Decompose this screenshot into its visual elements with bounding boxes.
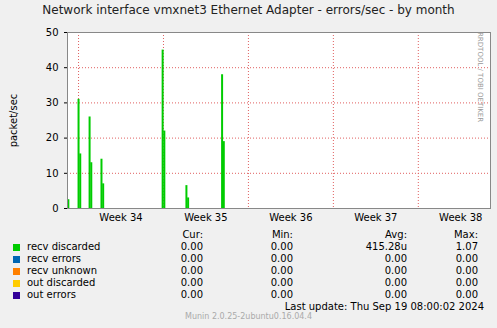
svg-text:50: 50 bbox=[46, 27, 59, 38]
html-text:0.00: 0.00 bbox=[270, 265, 293, 276]
html-text:Munin 2.0.25-2ubuntu0.16.04.4: Munin 2.0.25-2ubuntu0.16.04.4 bbox=[185, 312, 312, 321]
html-text:0.00: 0.00 bbox=[270, 277, 293, 288]
svg-text:0: 0 bbox=[52, 203, 58, 214]
html-text:0.00: 0.00 bbox=[180, 277, 203, 288]
html-text:0.00: 0.00 bbox=[455, 289, 478, 300]
html-text:0.00: 0.00 bbox=[180, 289, 203, 300]
svg-text:Week 35: Week 35 bbox=[184, 212, 227, 223]
svg-text:10: 10 bbox=[46, 168, 59, 179]
html-text:0.00: 0.00 bbox=[384, 253, 407, 264]
html-text:RRDTOOL / TOBI OETIKER: RRDTOOL / TOBI OETIKER bbox=[476, 32, 484, 123]
svg-text:Week 34: Week 34 bbox=[99, 212, 142, 223]
html-text:0.00: 0.00 bbox=[455, 277, 478, 288]
html-text:0.00: 0.00 bbox=[180, 265, 203, 276]
html-text:recv discarded: recv discarded bbox=[27, 241, 101, 252]
svg-text:Week 37: Week 37 bbox=[354, 212, 397, 223]
svg-text:packet/sec: packet/sec bbox=[8, 94, 19, 148]
html-text:Network interface vmxnet3 Ethe: Network interface vmxnet3 Ethernet Adapt… bbox=[42, 3, 455, 17]
html-text:Last update: Thu Sep 19 08:00:: Last update: Thu Sep 19 08:00:02 2024 bbox=[284, 301, 484, 312]
html-text:out discarded: out discarded bbox=[27, 277, 96, 288]
svg-text:20: 20 bbox=[46, 132, 59, 143]
html-text:0.00: 0.00 bbox=[455, 265, 478, 276]
html-text:0.00: 0.00 bbox=[270, 241, 293, 252]
html-text:0.00: 0.00 bbox=[270, 289, 293, 300]
html-text:Avg:: Avg: bbox=[385, 229, 407, 240]
html-text:0.00: 0.00 bbox=[455, 253, 478, 264]
svg-text:Week 38: Week 38 bbox=[439, 212, 482, 223]
html-text:0.00: 0.00 bbox=[384, 265, 407, 276]
html-text:Max:: Max: bbox=[454, 229, 478, 240]
html-text:415.28u: 415.28u bbox=[365, 241, 407, 252]
svg-text:40: 40 bbox=[46, 62, 59, 73]
html-text:0.00: 0.00 bbox=[270, 253, 293, 264]
html-text:recv errors: recv errors bbox=[27, 253, 82, 264]
html-text:Cur:: Cur: bbox=[182, 229, 203, 240]
html-text:0.00: 0.00 bbox=[180, 241, 203, 252]
html-text:0.00: 0.00 bbox=[180, 253, 203, 264]
html-text:0.00: 0.00 bbox=[384, 277, 407, 288]
html-text:recv unknown: recv unknown bbox=[27, 265, 98, 276]
html-text:out errors: out errors bbox=[27, 289, 76, 300]
html-text:1.07: 1.07 bbox=[455, 241, 478, 252]
svg-text:30: 30 bbox=[46, 97, 59, 108]
svg-text:Week 36: Week 36 bbox=[269, 212, 312, 223]
html-text:Min:: Min: bbox=[271, 229, 293, 240]
html-text:0.00: 0.00 bbox=[384, 289, 407, 300]
